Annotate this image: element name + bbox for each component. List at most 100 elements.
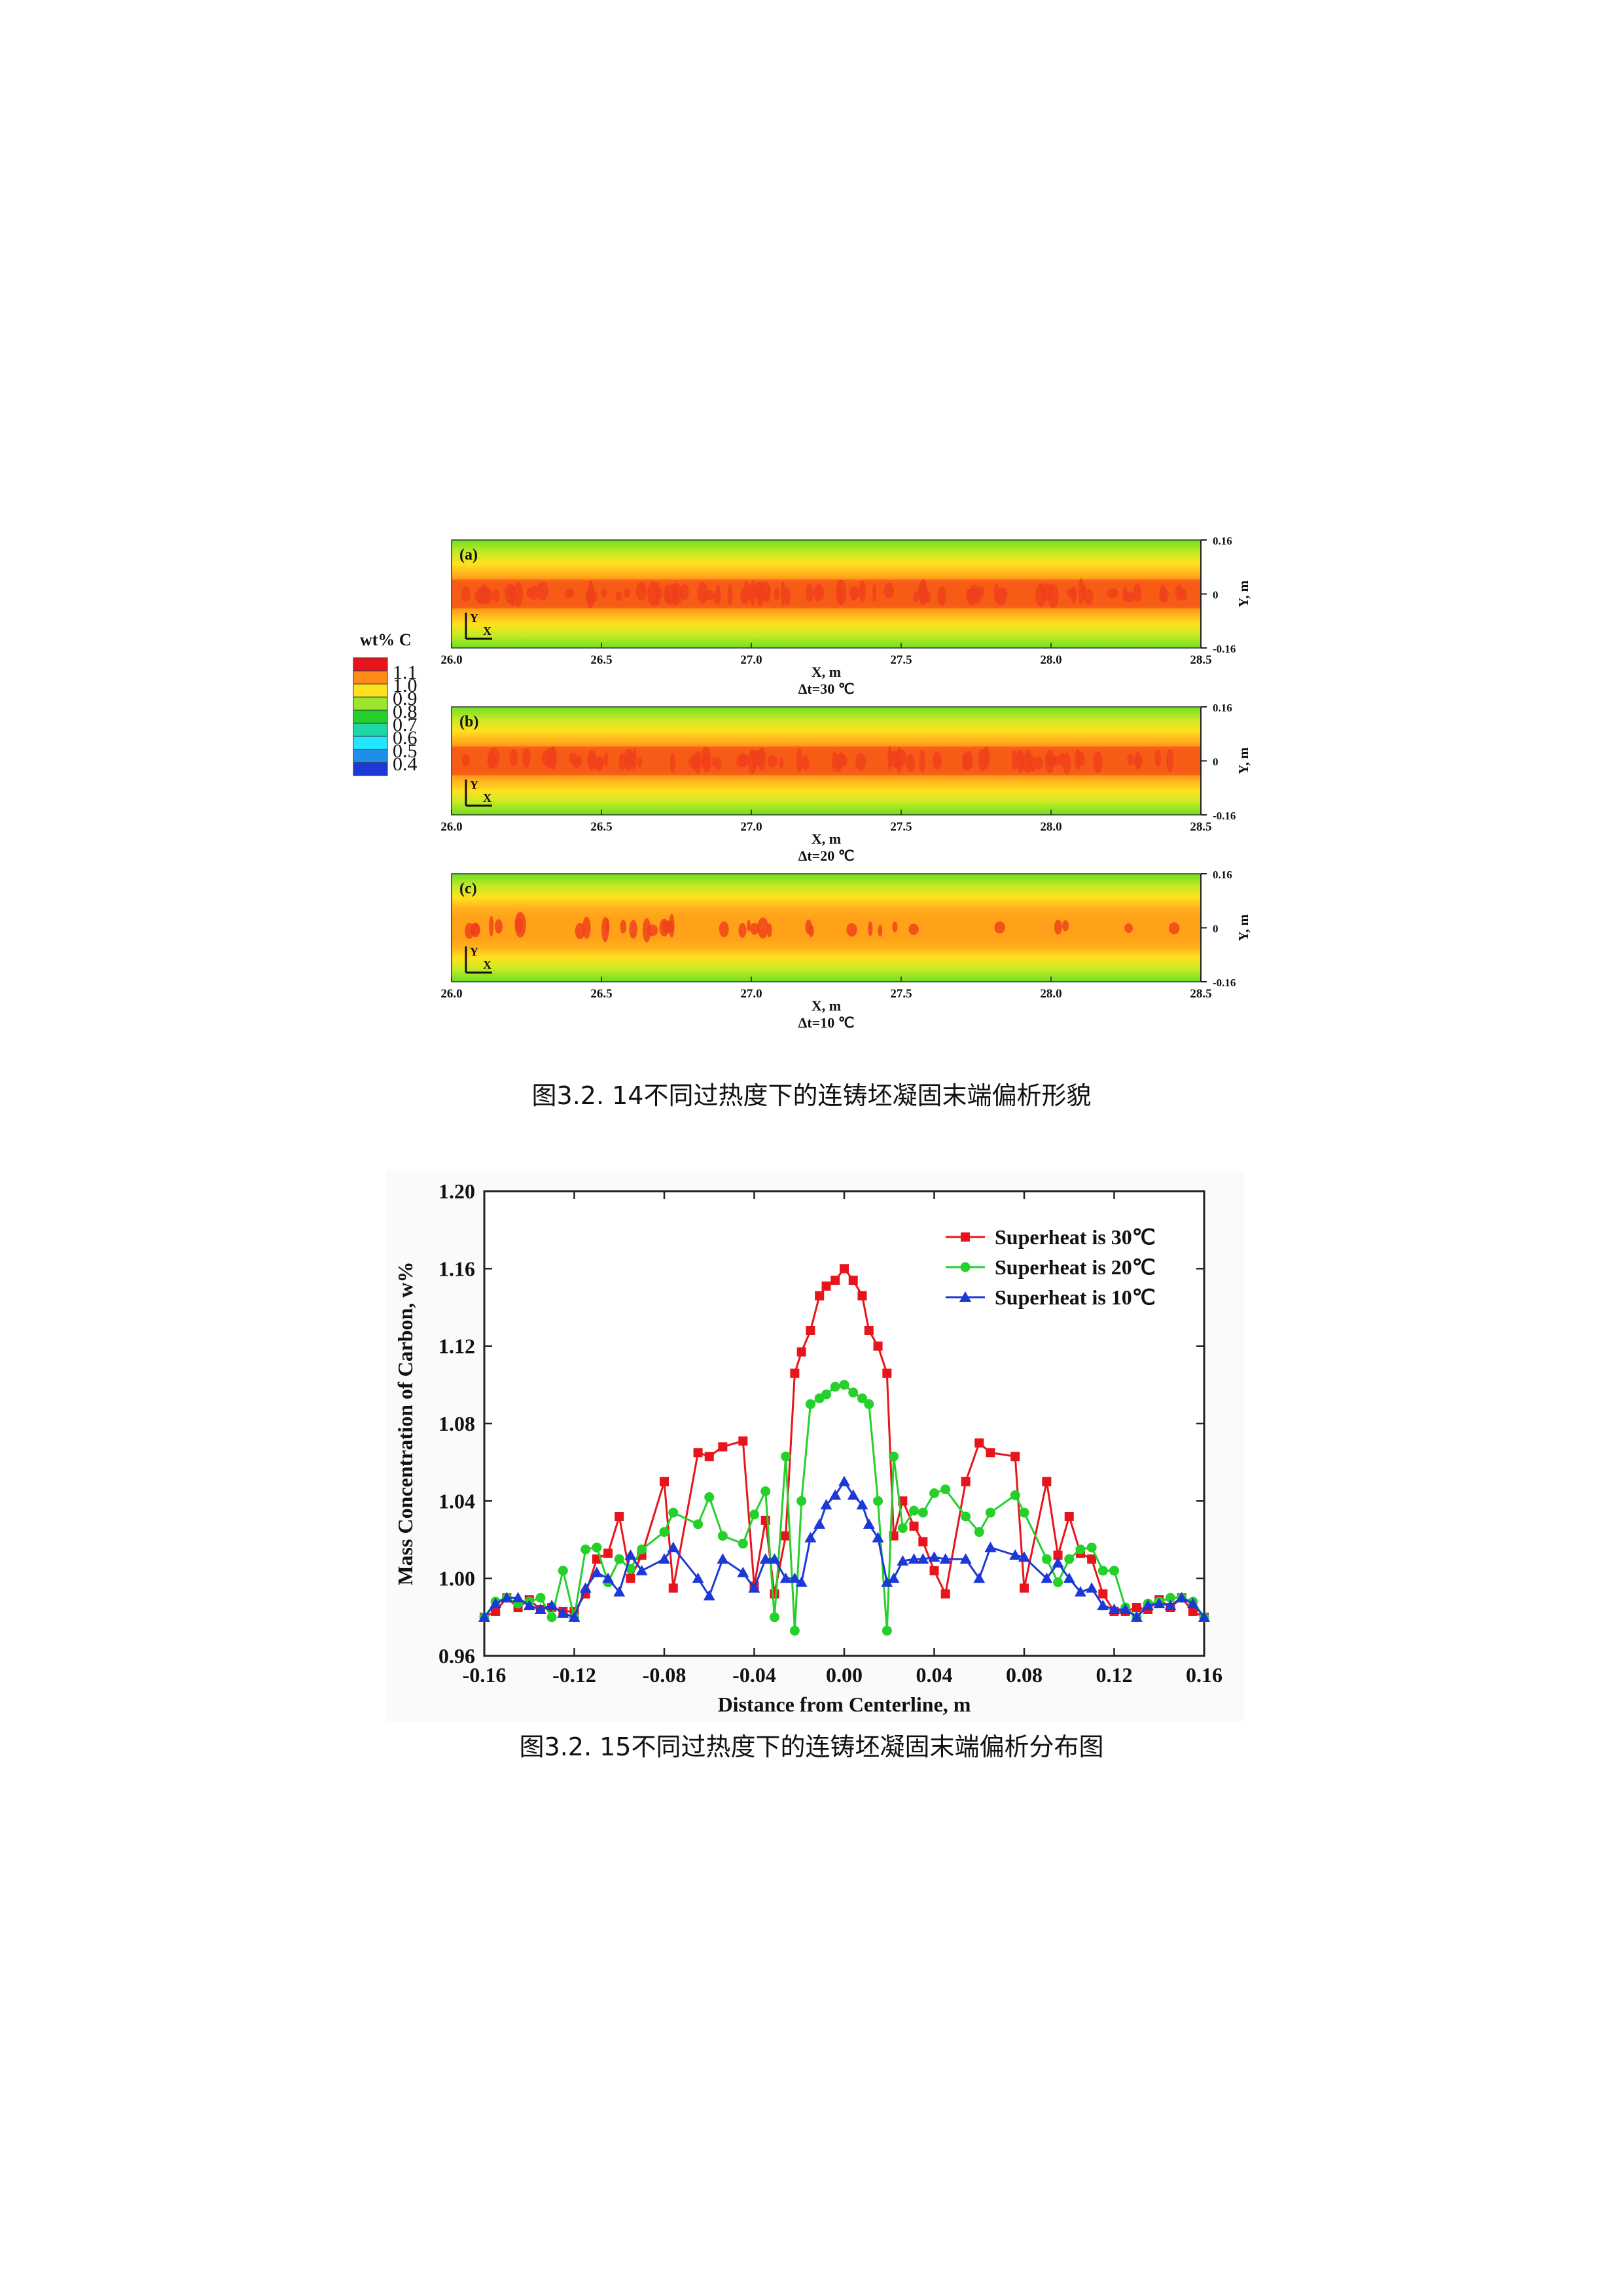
axis-triad-icon [465,613,492,640]
segregation-spot [461,586,471,602]
x-axis-label: X, m [812,664,841,680]
segregation-spot [749,922,759,935]
data-point [1119,1604,1132,1614]
segregation-spot [1025,749,1032,767]
legend-level-label: 0.7 [393,714,418,736]
segregation-spot [887,745,893,772]
segregation-spot [1123,591,1134,603]
data-point [821,1390,831,1400]
data-point [635,1564,648,1575]
segregation-spot [1084,588,1094,605]
segregation-spot [1058,753,1066,766]
segregation-spot [919,749,925,773]
legend-level-label: 0.4 [393,753,418,775]
y-tick-label: 1.20 [438,1179,475,1203]
segregation-spot [697,582,709,604]
data-point [940,1589,950,1599]
data-point [568,1611,580,1622]
segregation-spot [1078,578,1084,605]
x-tick-label: 27.5 [890,820,912,834]
data-point [1041,1572,1053,1583]
x-tick-label: 0.00 [826,1663,863,1687]
data-point [1132,1603,1141,1613]
segregation-spot [529,585,539,600]
data-point [749,1509,759,1520]
segregation-spot [859,580,866,603]
superheat-label: Δt=20 ℃ [798,848,855,864]
x-tick-label: 28.0 [1040,820,1061,834]
segregation-spot [872,583,877,603]
contour-panel: (c) YX 26.0 26.5 27.0 27.5 28.0 28.5 0.16 0 -0.16 Y… [440,869,1251,1031]
segregation-spot [1154,749,1162,768]
y-tick-label: 1.04 [438,1489,475,1513]
data-point [1064,1554,1075,1564]
data-point [795,1576,808,1587]
data-point [882,1369,892,1378]
segregation-spot [637,757,642,768]
data-point [717,1531,728,1541]
data-point [1086,1582,1098,1593]
x-tick-label: 26.0 [440,820,462,834]
data-point [546,1600,558,1611]
data-point [592,1542,602,1552]
data-point [897,1523,908,1534]
legend-level-label: 0.6 [393,727,418,749]
segregation-spot [779,757,784,768]
y-tick-label: 1.12 [438,1335,475,1358]
axis-triad-x-label: X [483,791,491,804]
data-point [820,1499,832,1510]
segregation-spot [962,753,967,769]
y-axis-label: Y, m [1236,747,1251,774]
segregation-spot [679,584,689,600]
axis-triad-icon [465,780,492,807]
segregation-spot [994,921,1005,934]
segregation-spot [802,755,810,771]
data-point [848,1388,859,1398]
x-tick-label: 0.12 [1096,1663,1133,1687]
segregation-spot [489,916,494,937]
segregation-spot [1168,922,1180,935]
data-point [873,1496,883,1506]
data-point [830,1382,840,1392]
segregation-spot [688,755,698,769]
data-point [847,1489,859,1500]
segregation-spot [671,583,683,606]
data-point [1086,1542,1097,1552]
segregation-spot [655,582,660,607]
segregation-spot [1082,584,1086,600]
data-point [659,1527,669,1537]
segregation-spot [508,587,514,597]
axis-triad-x-label: X [483,624,491,637]
data-point [939,1553,952,1564]
y-axis-label: Y, m [1236,914,1251,941]
data-point [769,1612,779,1623]
data-point [1009,1549,1022,1560]
x-tick-label: 27.5 [890,987,912,1001]
data-point [796,1347,806,1357]
x-tick-label: 28.5 [1190,987,1211,1001]
segregation-spot [701,746,711,770]
segregation-spot [526,587,533,598]
data-point [637,1544,647,1554]
data-point [1153,1598,1166,1609]
data-point [882,1626,892,1636]
axis-triad-x-label: X [483,958,491,971]
segregation-spot [615,591,622,601]
segregation-spot [1054,920,1062,935]
segregation-spot [537,581,548,601]
segregation-spot [461,754,470,766]
y-axis-ticks: 0.96 1.00 1.04 1.08 1.12 1.16 1.20 [438,1179,1204,1668]
data-point [839,1380,849,1390]
segregation-spot [712,756,717,768]
legend-title: wt% C [360,630,412,649]
data-point [658,1553,670,1564]
segregation-spot [1166,749,1173,773]
segregation-spot [1017,750,1024,768]
data-point [1020,1583,1029,1593]
data-point [614,1554,624,1564]
data-point [1098,1589,1108,1599]
y-axis-label: Y, m [1236,580,1251,607]
data-point [1064,1512,1074,1521]
segregation-morphology-figure: wt% C 1.11.00.90.80.70.60.50.4 (a)YX26.0… [353,535,1251,1031]
y-axis-label: Mass Concentration of Carbon, w% [393,1261,417,1585]
